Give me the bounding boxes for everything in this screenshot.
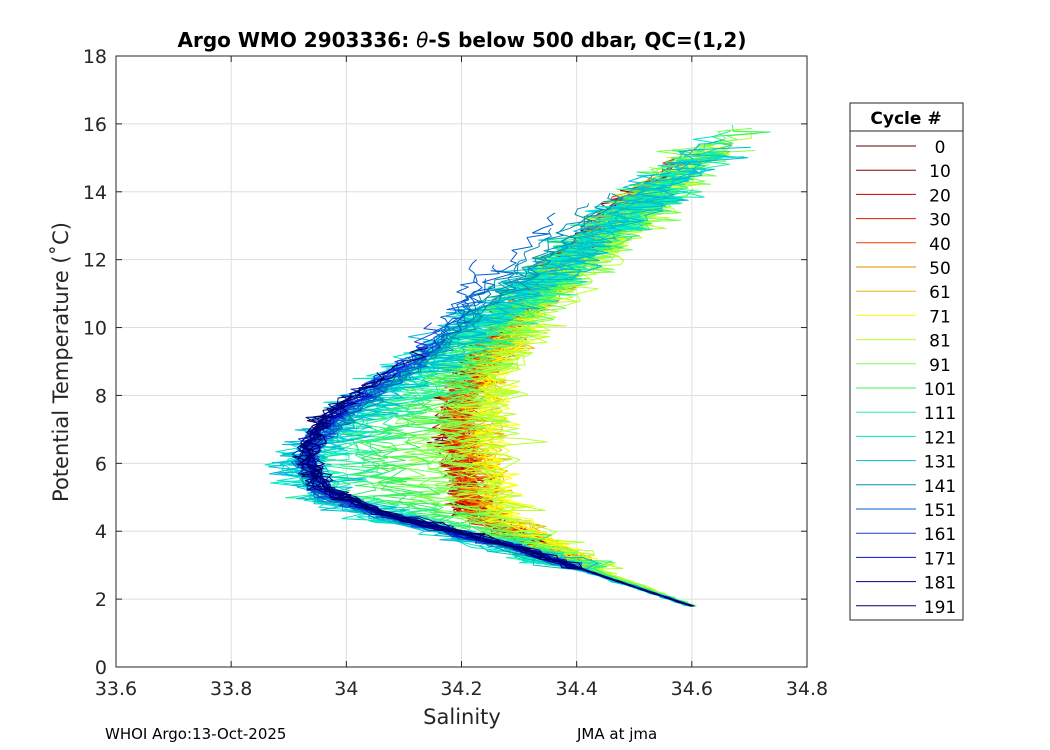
legend-label-50: 50 bbox=[929, 259, 951, 279]
legend-label-101: 101 bbox=[924, 380, 956, 400]
legend-label-71: 71 bbox=[929, 307, 951, 327]
y-tick-label: 12 bbox=[83, 250, 107, 272]
y-tick-label: 8 bbox=[95, 385, 107, 407]
chart-title-suffix: -S below 500 dbar, QC=(1,2) bbox=[428, 28, 746, 52]
x-axis-label: Salinity bbox=[423, 705, 501, 729]
x-tick-label: 34.4 bbox=[556, 678, 598, 700]
y-tick-label: 6 bbox=[95, 453, 107, 475]
legend-title: Cycle # bbox=[870, 109, 941, 129]
profile-line-cycle-194 bbox=[303, 372, 694, 607]
footer-credit: JMA at jma bbox=[577, 725, 658, 743]
profile-line-cycle-134 bbox=[273, 168, 715, 607]
legend-label-40: 40 bbox=[929, 235, 951, 255]
x-tick-label: 33.8 bbox=[210, 678, 252, 700]
legend: Cycle # 0 10 20 30 40 50 61 71 81 91 101 111 121 131 1… bbox=[849, 102, 964, 621]
profile-line-cycle-88 bbox=[408, 141, 730, 607]
legend-label-61: 61 bbox=[929, 283, 951, 303]
legend-label-30: 30 bbox=[929, 211, 951, 231]
legend-label-20: 20 bbox=[929, 186, 951, 206]
y-tick-label: 18 bbox=[83, 46, 107, 68]
chart-title-theta: θ bbox=[416, 28, 428, 52]
legend-label-181: 181 bbox=[924, 574, 956, 594]
y-tick-label: 10 bbox=[83, 318, 107, 340]
ticks: 33.6 33.8 34 34.2 34.4 34.6 34.8 0 2 4 6 8 10 12 14 16 1… bbox=[83, 46, 828, 700]
legend-label-0: 0 bbox=[935, 138, 946, 158]
y-tick-label: 4 bbox=[95, 521, 107, 543]
legend-label-81: 81 bbox=[929, 332, 951, 352]
chart-title: Argo WMO 2903336: θ-S below 500 dbar, QC… bbox=[178, 28, 747, 52]
legend-label-141: 141 bbox=[924, 477, 956, 497]
x-tick-label: 33.6 bbox=[95, 678, 137, 700]
x-tick-label: 34.2 bbox=[440, 678, 482, 700]
legend-label-91: 91 bbox=[929, 356, 951, 376]
y-axis-label: Potential Temperature (˚C) bbox=[49, 222, 73, 502]
x-tick-label: 34 bbox=[334, 678, 358, 700]
legend-label-111: 111 bbox=[924, 404, 956, 424]
y-tick-label: 2 bbox=[95, 589, 107, 611]
profile-line-cycle-198 bbox=[299, 372, 691, 607]
series-group bbox=[264, 124, 771, 607]
legend-label-10: 10 bbox=[929, 162, 951, 182]
x-tick-label: 34.6 bbox=[671, 678, 713, 700]
chart-title-prefix: Argo WMO 2903336: bbox=[178, 28, 417, 52]
y-tick-label: 16 bbox=[83, 114, 107, 136]
legend-label-121: 121 bbox=[924, 428, 956, 448]
legend-label-161: 161 bbox=[924, 525, 956, 545]
legend-label-151: 151 bbox=[924, 501, 956, 521]
legend-label-191: 191 bbox=[924, 598, 956, 618]
footer-source: WHOI Argo:13-Oct-2025 bbox=[105, 725, 287, 743]
x-tick-label: 34.8 bbox=[786, 678, 828, 700]
legend-entries: 0 10 20 30 40 50 61 71 81 91 101 111 121 131 141 151 161… bbox=[856, 138, 956, 618]
y-tick-label: 14 bbox=[83, 182, 107, 204]
legend-box bbox=[849, 102, 964, 621]
legend-label-131: 131 bbox=[924, 453, 956, 473]
y-tick-label: 0 bbox=[95, 657, 107, 679]
legend-label-171: 171 bbox=[924, 549, 956, 569]
